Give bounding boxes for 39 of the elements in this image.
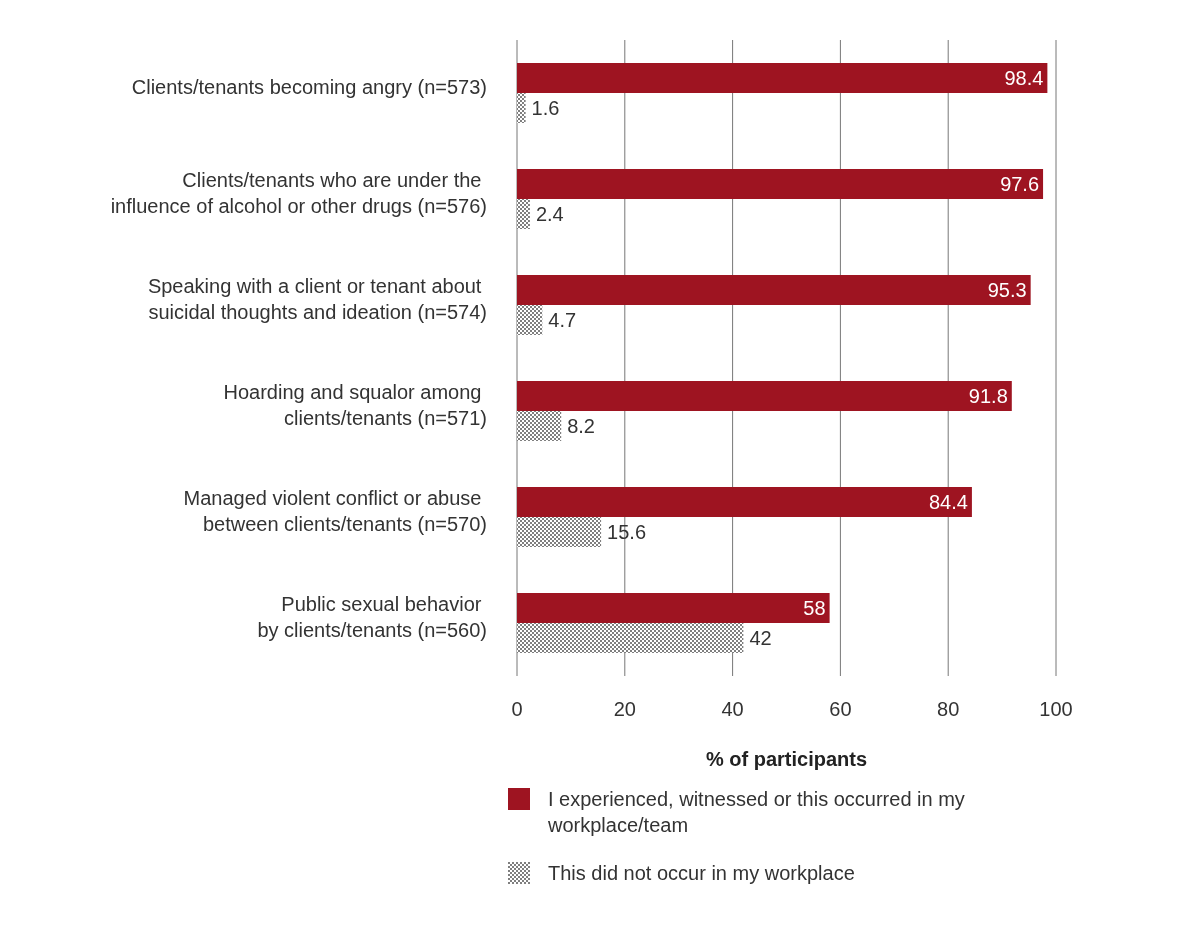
bar xyxy=(517,381,1012,411)
bar xyxy=(517,93,526,123)
x-tick-label: 0 xyxy=(511,698,523,721)
data-label: 2.4 xyxy=(535,203,564,226)
y-tick-label: Public sexual behavior by clients/tenants (n=560) xyxy=(257,593,487,641)
data-label: 42 xyxy=(749,627,772,650)
bar xyxy=(517,411,562,441)
data-label: 98.4 xyxy=(1004,67,1044,90)
bar xyxy=(517,199,530,229)
data-label: 8.2 xyxy=(567,415,596,438)
x-tick-label: 80 xyxy=(937,698,960,721)
x-tick-label: 60 xyxy=(829,698,852,721)
y-tick-label: Clients/tenants who are under the influence of alcohol or other drugs (n=576) xyxy=(110,169,487,217)
y-tick-label: Speaking with a client or tenant about suicidal thoughts and ideation (n=574) xyxy=(147,275,487,323)
bar xyxy=(517,487,972,517)
bar xyxy=(517,517,602,547)
x-axis-title: % of participants xyxy=(705,748,868,770)
data-label: 58 xyxy=(803,597,826,620)
data-label: 84.4 xyxy=(928,491,968,514)
x-tick-label: 40 xyxy=(721,698,744,721)
legend-label: I experienced, witnessed or this occurred in my workplace/team xyxy=(548,787,966,838)
data-label: 91.8 xyxy=(968,385,1008,408)
x-tick-label: 100 xyxy=(1039,698,1073,721)
bar xyxy=(517,275,1031,305)
data-label: 15.6 xyxy=(607,521,647,544)
x-tick-label: 20 xyxy=(613,698,636,721)
bar xyxy=(517,63,1048,93)
y-tick-label: Managed violent conflict or abuse between clients/tenants (n=570) xyxy=(183,487,487,535)
legend-label: This did not occur in my workplace xyxy=(548,861,855,886)
y-tick-label: Clients/tenants becoming angry (n=573) xyxy=(131,76,487,98)
bar xyxy=(517,305,543,335)
bar xyxy=(517,169,1044,199)
data-label: 1.6 xyxy=(531,97,560,120)
data-label: 97.6 xyxy=(1000,173,1040,196)
bar xyxy=(517,593,830,623)
y-tick-label: Hoarding and squalor among clients/tenants (n=571) xyxy=(223,381,487,429)
bar xyxy=(517,623,744,653)
data-label: 95.3 xyxy=(987,279,1027,302)
data-label: 4.7 xyxy=(548,309,577,332)
